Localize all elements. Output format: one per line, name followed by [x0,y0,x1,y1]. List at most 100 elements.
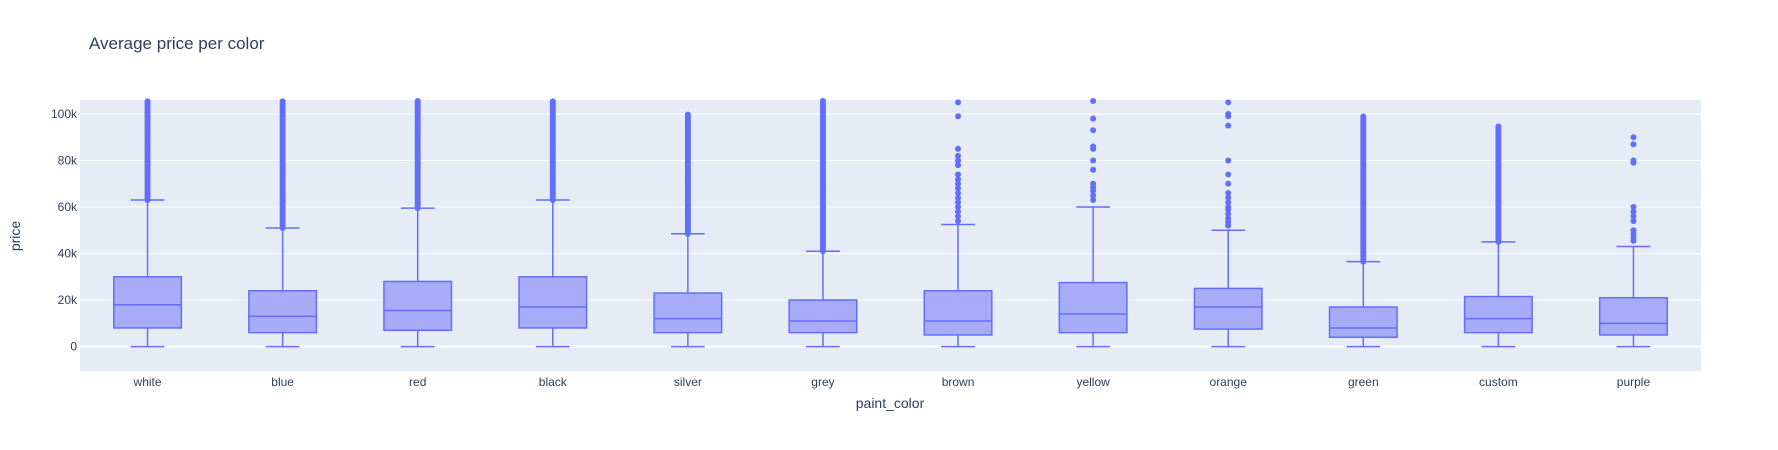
x-axis-ticks: white blue red black silver grey brown yellow or… [133,375,1651,389]
y-tick-label: 100k [51,107,78,121]
outlier-point [955,157,962,164]
x-tick-label: red [409,375,426,389]
x-tick-label: black [539,375,568,389]
y-axis-ticks: 0 20k 40k 60k 80k 100k [51,107,78,354]
box-orange [1193,99,1263,348]
box-iqr [1058,281,1128,334]
x-tick-label: yellow [1076,375,1110,389]
box-iqr [1598,296,1668,336]
x-tick-label: blue [271,375,294,389]
y-axis-title: price [7,221,23,252]
box-green [1328,113,1398,348]
outlier-point [1495,123,1502,130]
box-purple [1598,134,1668,348]
outlier-point [955,145,962,152]
outlier-point [1630,217,1637,224]
x-tick-label: silver [674,375,702,389]
outlier-point [1630,204,1637,211]
outlier-point [955,208,962,215]
box-iqr [1328,306,1398,339]
box-iqr [383,280,453,332]
outlier-point [144,98,151,105]
box-silver [653,111,723,348]
boxes [113,98,1668,348]
box-blue [248,98,318,348]
x-tick-label: grey [811,375,834,389]
y-tick-label: 80k [58,153,78,167]
outlier-point [1225,210,1232,217]
box-iqr [788,299,858,334]
outlier-point [1225,122,1232,129]
outlier-point [955,213,962,220]
x-axis-title: paint_color [856,395,925,411]
x-tick-label: white [133,375,162,389]
outlier-point [1225,190,1232,197]
x-tick-label: green [1348,375,1379,389]
outlier-point [549,98,556,105]
outlier-point [1090,166,1097,173]
outlier-point [1225,180,1232,187]
y-tick-label: 60k [58,200,78,214]
outlier-point [955,180,962,187]
outlier-point [1360,113,1367,120]
outlier-point [1225,194,1232,201]
outlier-point [1630,227,1637,234]
outlier-point [1630,141,1637,148]
outlier-point [955,152,962,159]
outlier-point [955,194,962,201]
outlier-point [1090,192,1097,199]
box-iqr [518,276,588,329]
outlier-point [1225,199,1232,206]
outlier-point [955,162,962,169]
outlier-point [955,113,962,120]
box-grey [788,98,858,348]
outlier-point [955,171,962,178]
outlier-point [955,185,962,192]
outlier-point [1090,98,1097,104]
outlier-point [955,190,962,197]
outlier-point [279,98,286,105]
outlier-point [1630,157,1637,164]
outlier-point [1090,143,1097,150]
outlier-point [1225,110,1232,117]
outlier-point [1630,208,1637,215]
box-iqr [923,289,993,336]
box-yellow [1058,98,1128,348]
outlier-point [955,176,962,183]
gridlines [80,113,1701,348]
box-custom [1463,123,1533,348]
outlier-point [1630,213,1637,220]
y-tick-label: 0 [70,340,77,354]
x-tick-label: purple [1617,375,1651,389]
box-iqr [248,289,318,334]
outlier-point [955,204,962,211]
x-tick-label: orange [1210,375,1248,389]
chart-title: Average price per color [89,34,265,53]
box-white [113,98,183,348]
box-iqr [1193,287,1263,330]
outlier-point [955,217,962,224]
outlier-point [1225,215,1232,222]
outlier-point [1090,180,1097,187]
box-red [383,98,453,348]
box-iqr [653,292,723,334]
outlier-point [1090,127,1097,134]
outlier-point [684,111,691,118]
outlier-point [819,98,826,104]
outlier-point [1225,171,1232,178]
outlier-point [955,199,962,206]
outlier-point [1090,157,1097,164]
box-iqr [113,276,183,329]
outlier-point [1225,157,1232,164]
outlier-point [1225,99,1232,106]
x-tick-label: custom [1479,375,1518,389]
y-tick-label: 20k [58,293,78,307]
outlier-point [955,99,962,106]
y-tick-label: 40k [58,247,78,261]
x-tick-label: brown [942,375,975,389]
outlier-point [1090,197,1097,204]
outlier-point [414,98,421,104]
box-brown [923,99,993,348]
box-iqr [1463,295,1533,334]
